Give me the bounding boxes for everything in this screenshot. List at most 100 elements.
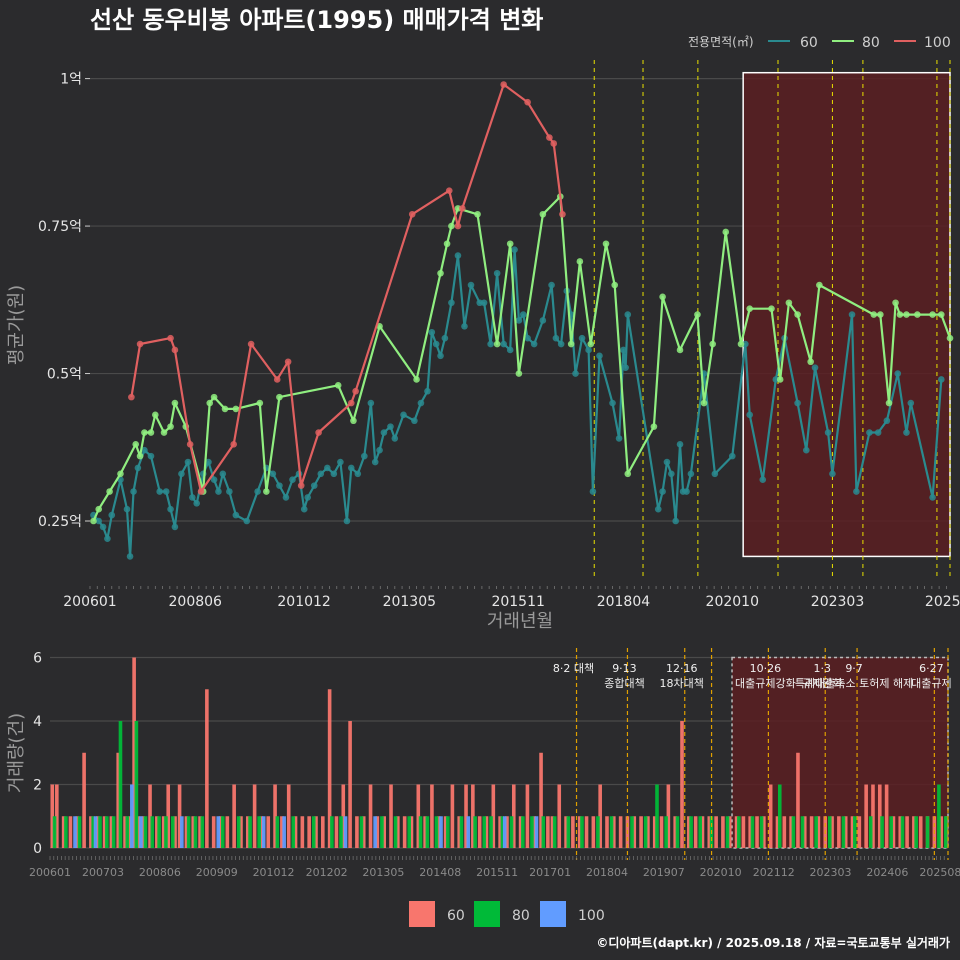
price-point-60 [178,470,185,478]
price-point-60 [615,435,623,442]
volume-bar-60 [416,784,421,848]
price-point-60 [343,517,351,525]
price-point-60 [254,488,261,495]
volume-bar-80 [596,816,600,848]
volume-bar-100 [180,816,184,848]
price-point-60 [424,387,431,395]
price-point-60 [367,399,375,407]
price-point-60 [215,488,222,495]
price-point-60 [585,346,592,354]
price-point-60 [387,423,394,430]
price-point-100 [297,482,305,489]
volume-bar-80 [759,816,764,848]
volume-bar-80 [630,816,634,848]
volume-bar-60 [402,816,407,848]
price-point-80 [870,311,878,318]
volume-bar-60 [205,689,209,848]
volume-bar-60 [727,816,732,848]
volume-bar-80 [157,816,161,848]
price-point-60 [219,470,227,478]
volume-bar-80 [459,816,464,848]
volume-bar-80 [434,816,439,848]
price-point-60 [552,334,560,342]
price-point-100 [550,140,558,147]
volume-bar-60 [762,816,766,848]
price-point-100 [136,340,144,348]
volume-bar-80 [675,816,680,848]
volume-bar-60 [314,816,318,848]
volume-bar-60 [396,816,400,848]
volume-bar-80 [105,816,109,848]
price-point-60 [467,281,475,289]
price-point-60 [659,488,666,495]
price-point-60 [104,535,111,543]
volume-bar-60 [436,816,441,848]
price-point-60 [866,429,873,436]
legend-top-label-60: 60 [800,35,818,51]
volume-bar-60 [891,816,896,848]
volume-x-tick-label: 200601 [29,866,71,879]
price-point-100 [500,81,507,88]
volume-bar-60 [871,784,875,848]
volume-bar-80 [737,816,741,848]
price-point-60 [811,364,819,371]
legend-bottom-swatch-100 [540,901,566,927]
volume-bar-80 [77,816,82,848]
price-point-60 [654,505,662,513]
price-point-60 [511,246,518,253]
volume-bar-80 [937,784,941,848]
price-point-80 [443,240,451,248]
price-point-80 [694,311,701,318]
volume-bar-60 [464,784,468,848]
volume-bar-60 [102,816,107,848]
price-point-80 [892,299,899,307]
price-point-60 [391,435,399,442]
volume-bar-60 [68,816,73,848]
policy-event-label: 특례대출축소 토허제 해제 [795,676,913,690]
volume-bar-60 [141,816,146,848]
volume-bar-80 [791,816,796,848]
volume-bar-60 [618,816,623,848]
volume-bar-80 [164,816,168,848]
volume-bar-80 [407,816,411,848]
volume-bar-60 [225,816,230,848]
price-point-80 [437,269,444,277]
volume-bar-80 [482,816,487,848]
price-y-tick-label: 0.75억 [38,219,82,235]
price-point-60 [310,482,318,489]
volume-bar-80 [509,816,514,848]
volume-bar-60 [368,784,373,848]
volume-bar-60 [361,816,366,848]
price-point-60 [524,334,531,342]
price-point-60 [683,488,690,495]
legend-top-title: 전용면적(㎡) [688,35,754,49]
volume-bar-80 [541,816,546,848]
price-point-80 [210,393,218,401]
price-point-80 [95,505,103,513]
price-point-60 [432,340,440,348]
price-point-60 [907,399,915,407]
volume-bar-60 [809,816,814,848]
price-y-tick-label: 1억 [60,72,82,88]
price-point-60 [289,476,296,484]
volume-bar-60 [550,816,555,848]
volume-bar-80 [275,816,280,848]
price-point-60 [672,517,679,525]
volume-bar-80 [311,816,316,848]
price-point-60 [337,458,344,466]
price-point-60 [347,464,355,472]
legend-bottom-label-100: 100 [578,908,605,924]
volume-bar-60 [700,816,705,848]
legend-top-label-80: 80 [862,35,880,51]
volume-bar-60 [605,816,609,848]
price-point-60 [304,494,312,501]
volume-bar-60 [850,816,855,848]
price-point-60 [493,269,501,277]
price-point-100 [352,387,359,395]
volume-bar-60 [280,816,284,848]
price-point-80 [768,305,775,312]
volume-bar-80 [566,816,571,848]
legend-bottom-label-80: 80 [512,908,530,924]
volume-bar-60 [389,784,393,848]
price-point-80 [929,311,936,318]
